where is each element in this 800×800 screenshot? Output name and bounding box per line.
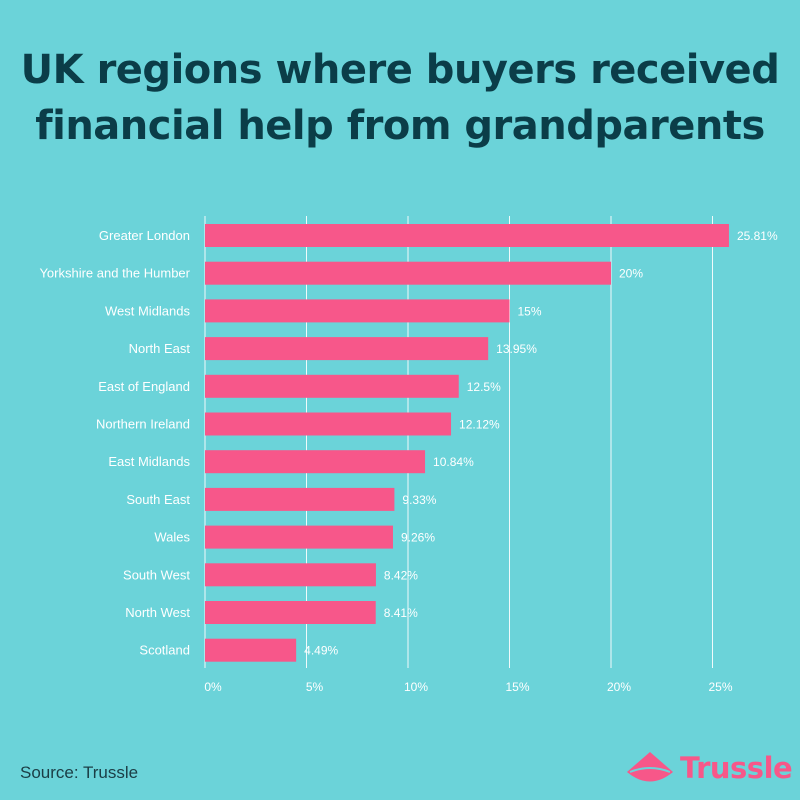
value-label: 12.12% [459, 418, 500, 432]
bar [205, 224, 729, 247]
value-label: 8.42% [384, 568, 418, 582]
value-label: 13.95% [496, 342, 537, 356]
bar [205, 412, 452, 436]
bar [205, 638, 297, 662]
chart-title: UK regions where buyers received financi… [0, 42, 800, 154]
category-label: West Midlands [105, 303, 191, 318]
gridlines [204, 216, 713, 668]
value-label: 10.84% [433, 455, 474, 469]
bar-chart: Greater London Yorkshire and the Humber We… [39, 216, 778, 694]
category-label: Yorkshire and the Humber [39, 266, 190, 281]
source-note: Source: Trussle [20, 763, 139, 782]
x-tick-label: 5% [306, 680, 324, 694]
category-label: South West [123, 567, 190, 582]
category-label: East of England [98, 379, 190, 394]
value-labels: 25.81% 20% 15% 13.95% 12.5% 12.12% 10.84% 9.33%… [304, 229, 778, 658]
category-label: Wales [154, 530, 190, 545]
x-tick-label: 20% [607, 680, 631, 694]
value-label: 12.5% [467, 380, 501, 394]
bars [205, 224, 729, 662]
brand-logo: Trussle [626, 748, 793, 788]
x-tick-label: 15% [505, 680, 529, 694]
category-label: North East [129, 341, 191, 356]
bar [205, 337, 489, 361]
bar [205, 450, 426, 474]
value-label: 15% [518, 304, 542, 318]
value-label: 8.41% [384, 606, 418, 620]
value-label: 9.33% [402, 493, 436, 507]
category-label: South East [126, 492, 190, 507]
x-tick-label: 25% [708, 680, 732, 694]
category-label: North West [125, 605, 190, 620]
value-label: 4.49% [304, 644, 338, 658]
bar [205, 374, 459, 398]
value-label: 9.26% [401, 531, 435, 545]
bar [205, 601, 376, 624]
value-label: 25.81% [737, 229, 778, 243]
x-tick-label: 0% [204, 680, 222, 694]
category-label: Greater London [99, 228, 190, 243]
bar [205, 525, 393, 549]
x-axis-ticks: 0% 5% 10% 15% 20% 25% [204, 680, 733, 694]
bar [205, 563, 376, 587]
bar [205, 487, 395, 511]
bar [205, 261, 611, 285]
category-label: Northern Ireland [96, 417, 190, 432]
trussle-logo-icon [627, 752, 673, 782]
bar [205, 299, 510, 323]
category-label: East Midlands [108, 454, 190, 469]
x-tick-label: 10% [404, 680, 428, 694]
value-label: 20% [619, 267, 643, 281]
brand-name: Trussle [680, 751, 793, 785]
chart-title-line-1: UK regions where buyers received [20, 47, 780, 93]
chart-title-line-2: financial help from grandparents [35, 103, 765, 149]
category-label: Scotland [139, 643, 190, 658]
category-labels: Greater London Yorkshire and the Humber We… [39, 228, 190, 658]
